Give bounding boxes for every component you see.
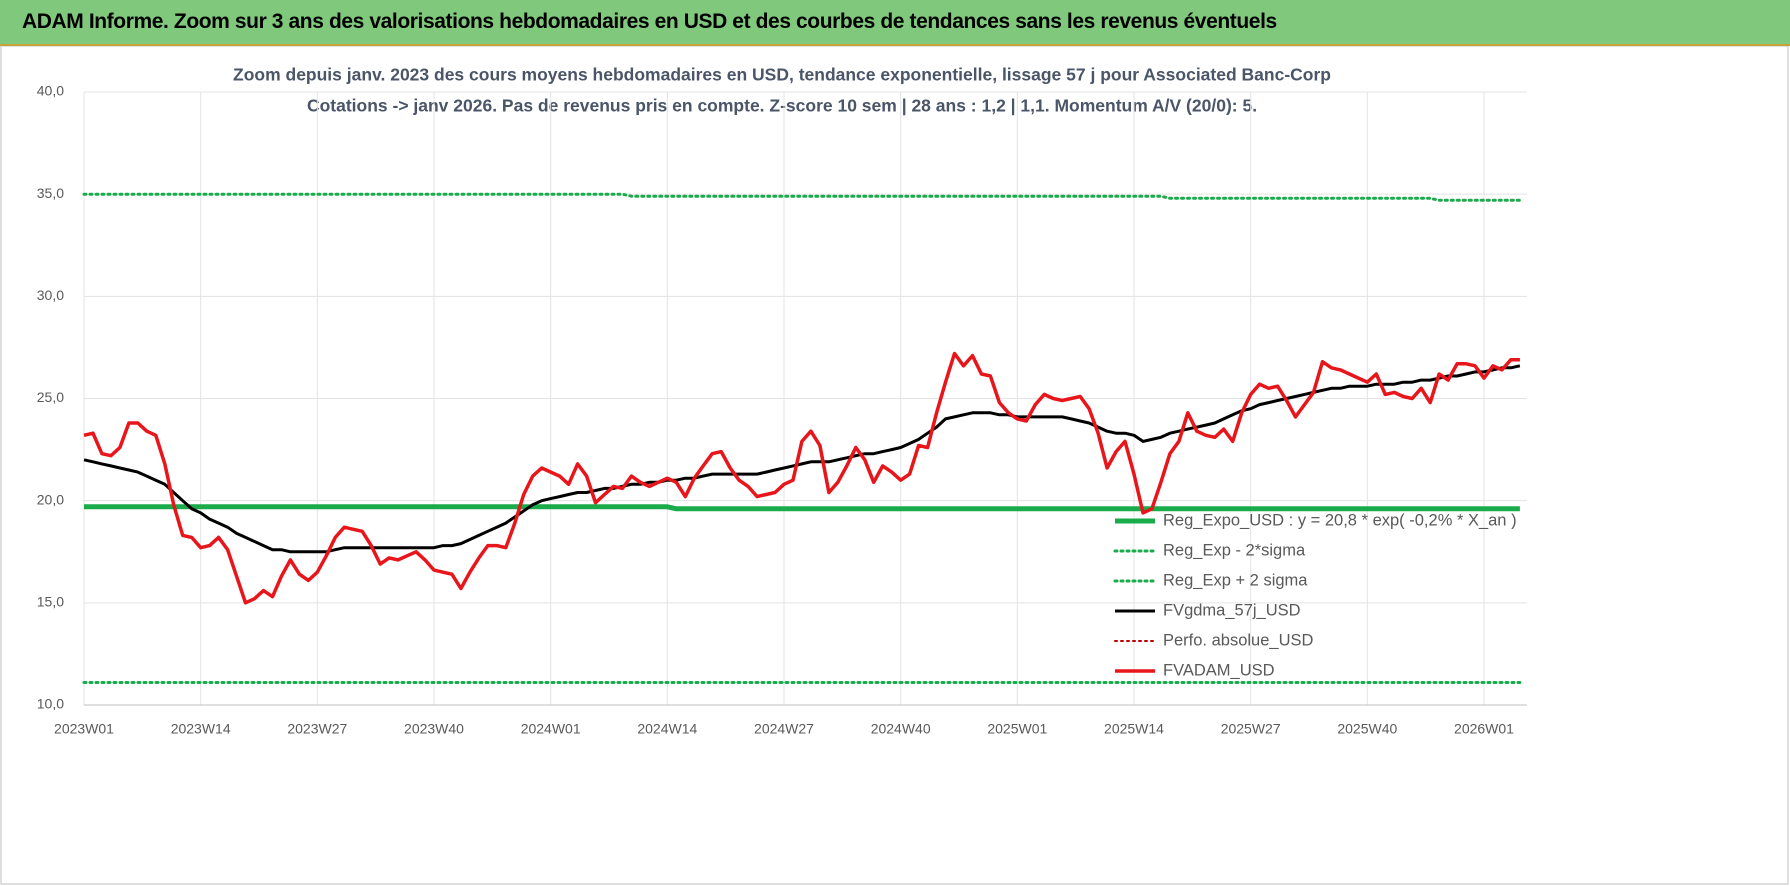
chart: Zoom depuis janv. 2023 des cours moyens … bbox=[0, 46, 1789, 885]
legend-label: Reg_Expo_USD : y = 20,8 * exp( -0,2% * X… bbox=[1163, 511, 1517, 529]
x-tick-label: 2024W40 bbox=[871, 721, 931, 737]
chart-title: Zoom depuis janv. 2023 des cours moyens … bbox=[233, 65, 1331, 85]
legend-label: FVADAM_USD bbox=[1163, 661, 1275, 679]
y-tick-label: 25,0 bbox=[37, 389, 64, 405]
x-tick-label: 2023W40 bbox=[404, 721, 464, 737]
x-tick-label: 2025W27 bbox=[1221, 721, 1281, 737]
header-title: ADAM Informe. Zoom sur 3 ans des valoris… bbox=[22, 10, 1277, 33]
chart-subtitle: Cotations -> janv 2026. Pas de revenus p… bbox=[307, 96, 1257, 116]
legend-label: Perfo. absolue_USD bbox=[1163, 631, 1314, 649]
y-tick-label: 35,0 bbox=[37, 185, 64, 201]
y-tick-label: 40,0 bbox=[37, 83, 64, 99]
x-tick-label: 2024W01 bbox=[521, 721, 581, 737]
x-tick-label: 2025W14 bbox=[1104, 721, 1164, 737]
x-tick-label: 2026W01 bbox=[1454, 721, 1514, 737]
header: ADAM Informe. Zoom sur 3 ans des valoris… bbox=[0, 0, 1790, 46]
series-line bbox=[84, 504, 1520, 512]
y-tick-label: 10,0 bbox=[37, 696, 64, 712]
x-tick-label: 2023W01 bbox=[54, 721, 114, 737]
x-tick-label: 2023W27 bbox=[287, 721, 347, 737]
y-tick-label: 30,0 bbox=[37, 287, 64, 303]
series-line bbox=[83, 364, 1521, 554]
legend-label: FVgdma_57j_USD bbox=[1163, 601, 1301, 619]
x-tick-label: 2024W14 bbox=[637, 721, 697, 737]
legend-label: Reg_Exp + 2 sigma bbox=[1163, 571, 1308, 589]
series-line bbox=[82, 192, 1522, 202]
x-tick-label: 2025W01 bbox=[987, 721, 1047, 737]
x-tick-label: 2024W27 bbox=[754, 721, 814, 737]
x-tick-label: 2023W14 bbox=[171, 721, 231, 737]
y-tick-label: 15,0 bbox=[37, 594, 64, 610]
legend-label: Reg_Exp - 2*sigma bbox=[1163, 541, 1306, 559]
x-tick-label: 2025W40 bbox=[1337, 721, 1397, 737]
series-line bbox=[83, 351, 1520, 605]
chart-frame bbox=[0, 46, 1789, 885]
y-tick-label: 20,0 bbox=[37, 491, 64, 507]
